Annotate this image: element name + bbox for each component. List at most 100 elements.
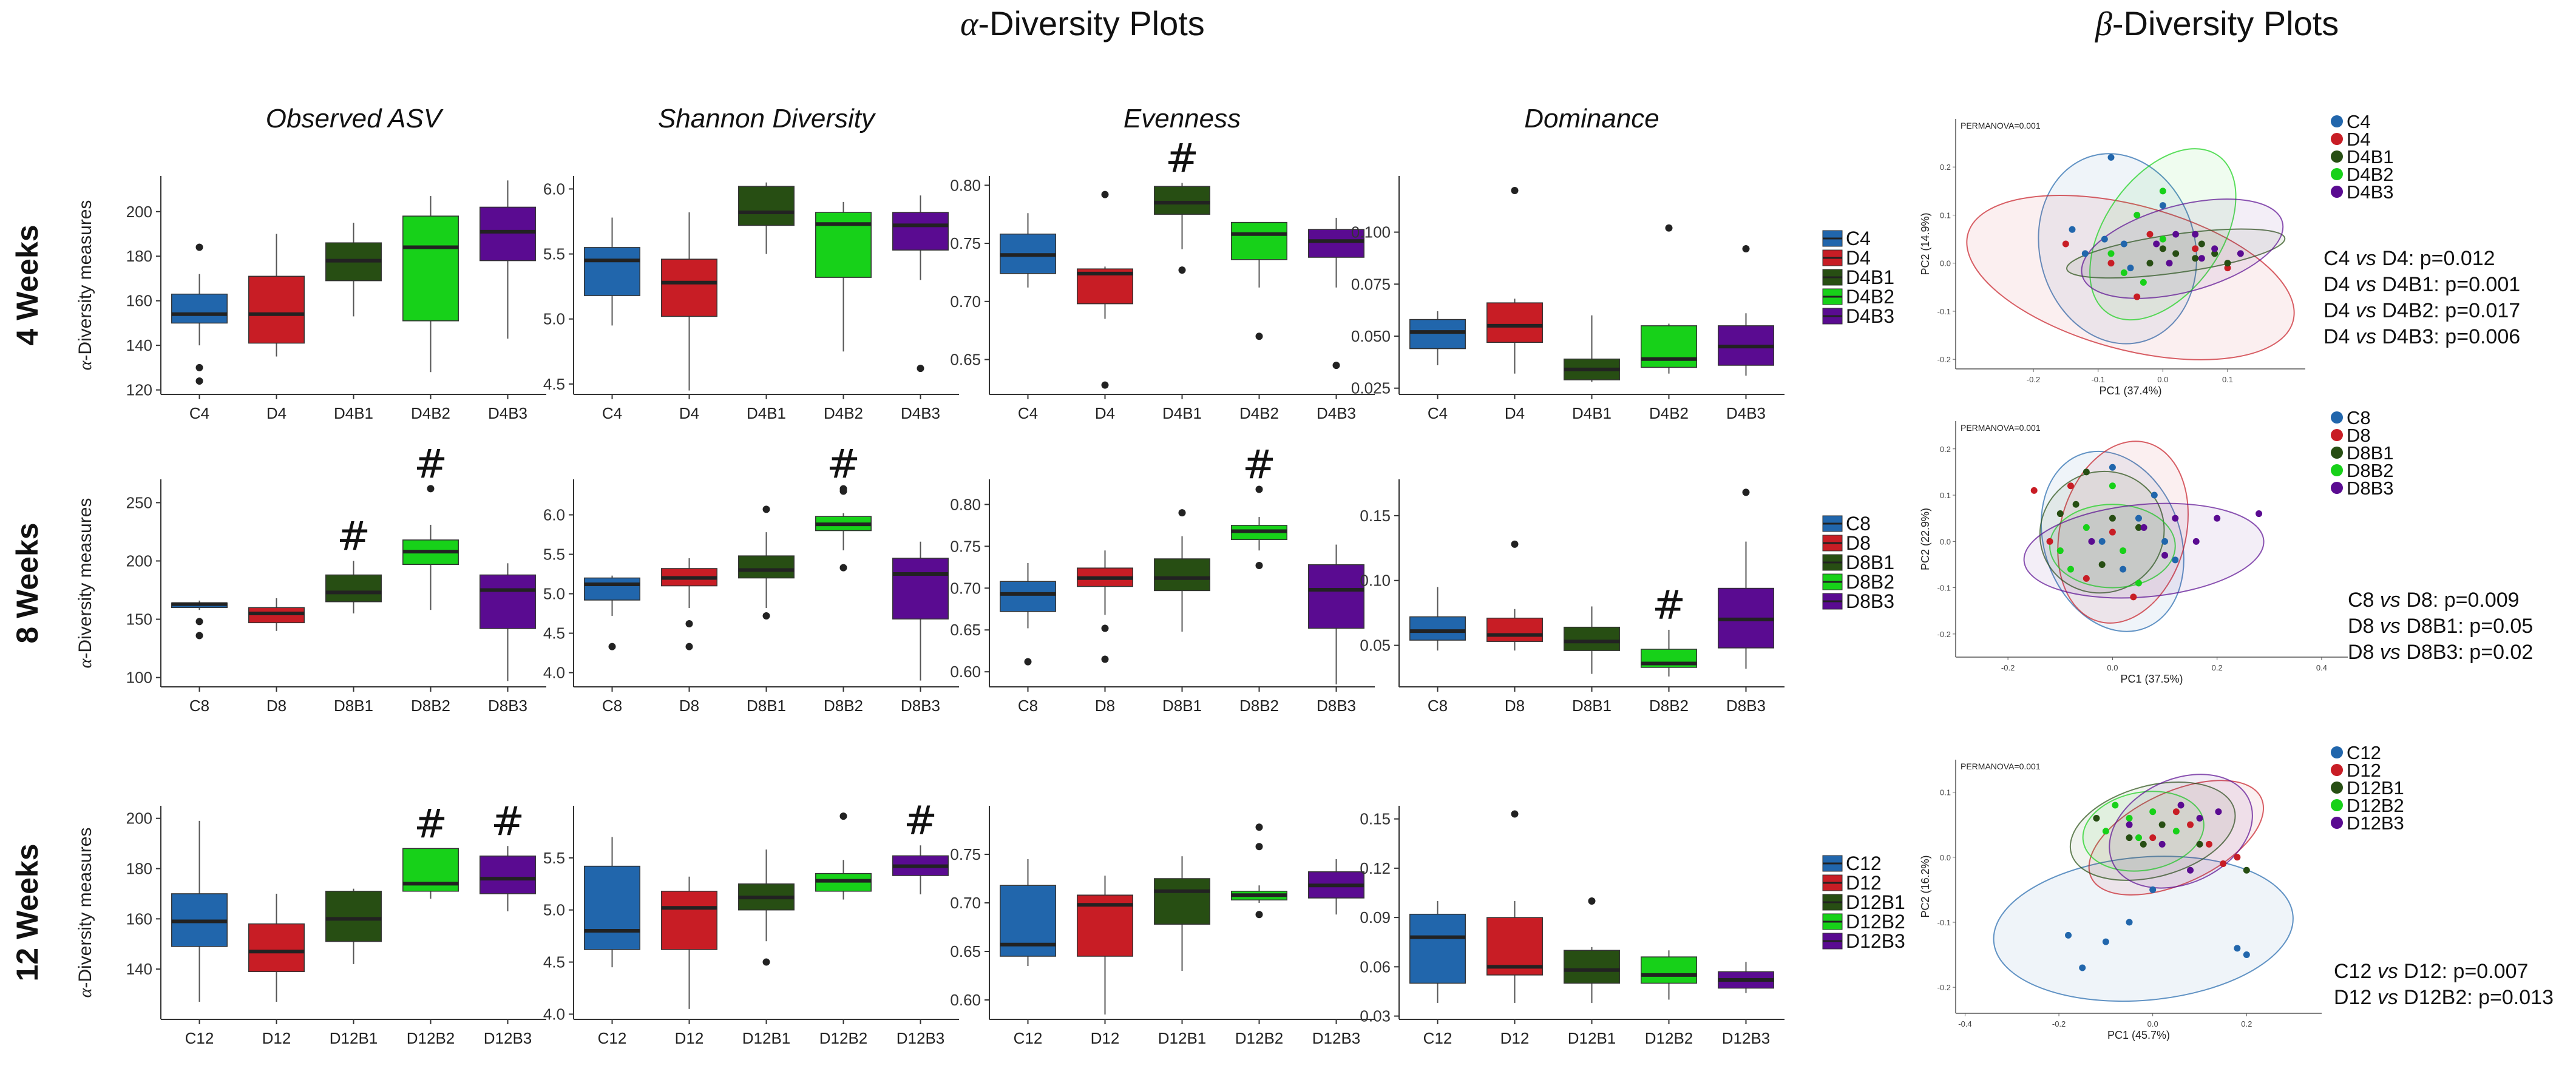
pcoa-legend-dot <box>2331 782 2343 794</box>
pcoa-y-tick-label: -0.1 <box>1937 307 1951 316</box>
pcoa-point <box>2069 226 2076 233</box>
stat-group-b: D12: p=0.007 <box>2398 960 2529 983</box>
stat-group-b: D8B3: p=0.02 <box>2401 641 2533 664</box>
box-D12B1 <box>325 891 382 942</box>
pcoa-x-label: PC1 (37.4%) <box>2099 385 2161 397</box>
box-D4 <box>1486 302 1543 343</box>
y-tick-label: 4.0 <box>543 1005 565 1023</box>
pcoa-point <box>2161 538 2169 545</box>
pcoa-point <box>2205 840 2212 848</box>
y-tick-label: 0.70 <box>950 579 981 597</box>
y-tick-label: 0.70 <box>950 894 981 912</box>
pcoa-y-tick-label: 0.1 <box>1940 491 1951 500</box>
pcoa-point <box>2192 231 2199 238</box>
pcoa-point <box>2161 552 2169 559</box>
pcoa-point <box>2065 931 2072 939</box>
outlier-point <box>917 365 924 373</box>
boxplot-panel: 0.05 0.10 0.15 C8 D8 D8B1 D8B2 D8B3 # <box>1360 479 1785 715</box>
pcoa-x-tick-label: -0.2 <box>2027 375 2040 384</box>
pcoa-point <box>2214 515 2221 522</box>
week-label: 8 Weeks <box>10 522 44 643</box>
significance-hash: # <box>337 513 370 559</box>
pcoa-point <box>2140 840 2147 848</box>
week-label-group: 4 Weeks <box>10 225 44 345</box>
x-tick-label: D8 <box>266 697 286 715</box>
pcoa-point <box>2256 510 2263 518</box>
pcoa-point <box>2126 919 2133 926</box>
pcoa-point <box>2088 538 2095 545</box>
y-tick-label: 5.5 <box>543 849 565 867</box>
outlier-point <box>762 612 770 620</box>
pcoa-x-tick-label: -0.2 <box>2001 663 2015 672</box>
x-tick-label: D8B1 <box>1162 697 1202 715</box>
outlier-point <box>1332 362 1340 370</box>
boxplot-panel: 120 140 160 180 200 C4 D4 D4B1 D4B2 D4B3 <box>126 176 546 422</box>
confidence-ellipse <box>1993 856 2294 1002</box>
box-C4 <box>1409 319 1466 349</box>
outlier-point <box>1101 655 1109 663</box>
pcoa-point <box>2135 834 2142 842</box>
y-tick-label: 4.5 <box>543 375 565 393</box>
x-tick-label: D8B1 <box>334 697 373 715</box>
pcoa-point <box>2198 255 2205 262</box>
x-tick-label: D12 <box>675 1029 704 1047</box>
outlier-point <box>1101 381 1109 389</box>
week-label-group: 8 Weeks <box>10 522 44 643</box>
pcoa-point <box>2120 269 2127 277</box>
pcoa-point <box>2107 250 2115 257</box>
boxplot-panel: 4.5 5.0 5.5 6.0 C4 D4 D4B1 D4B2 D4B3 <box>543 176 959 422</box>
pcoa-y-tick-label: -0.1 <box>1937 584 1951 593</box>
box-D4B2 <box>1231 221 1287 260</box>
box-D4B2 <box>815 212 872 278</box>
pairwise-stat: D4 vs D4B2: p=0.017 <box>2323 299 2520 322</box>
y-tick-label: 0.05 <box>1360 636 1391 655</box>
outlier-point <box>839 564 847 572</box>
x-tick-label: D8B3 <box>488 697 527 715</box>
significance-hash: # <box>414 441 447 487</box>
y-tick-label: 5.0 <box>543 310 565 328</box>
pairwise-stat: C4 vs D4: p=0.012 <box>2323 247 2495 270</box>
y-axis-title-group: α-Diversity measures <box>75 498 95 669</box>
pcoa-point <box>2062 240 2069 248</box>
pcoa-y-label-group: PC2 (14.9%) <box>1919 212 1931 275</box>
pcoa-y-label: PC2 (16.2%) <box>1919 855 1931 917</box>
pcoa-legend-dot <box>2331 447 2343 459</box>
y-tick-label: 200 <box>126 809 152 828</box>
x-tick-label: D4B3 <box>901 404 940 422</box>
y-axis-title: α-Diversity measures <box>75 498 95 669</box>
pcoa-point <box>2120 240 2127 248</box>
pcoa-point <box>2149 808 2157 815</box>
y-tick-label: 5.5 <box>543 545 565 564</box>
pcoa-y-tick-label: -0.2 <box>1937 983 1951 992</box>
y-tick-label: 4.5 <box>543 953 565 971</box>
significance-hash: # <box>491 798 524 845</box>
pcoa-point <box>2166 260 2173 267</box>
pcoa-x-label: PC1 (45.7%) <box>2107 1029 2170 1041</box>
box-D8B1 <box>738 555 795 579</box>
y-tick-label: 5.5 <box>543 245 565 263</box>
x-tick-label: D8B3 <box>901 697 940 715</box>
y-axis-title-text: -Diversity measures <box>75 498 95 659</box>
outlier-point <box>195 243 203 251</box>
y-tick-label: 0.03 <box>1360 1007 1391 1025</box>
outlier-point <box>1255 823 1263 831</box>
outlier-point <box>1742 488 1750 496</box>
box-D12B1 <box>1154 878 1210 925</box>
box-D4B3 <box>480 206 536 262</box>
pcoa-x-tick-label: 0.0 <box>2147 1019 2158 1028</box>
y-tick-label: 4.5 <box>543 624 565 643</box>
x-tick-label: C12 <box>1014 1029 1043 1047</box>
pcoa-legend-label: C4 <box>2347 111 2371 132</box>
pcoa-point <box>2102 938 2109 945</box>
y-tick-label: 0.15 <box>1360 507 1391 525</box>
pcoa-legend-label: D12B2 <box>2347 795 2404 816</box>
pcoa-legend-label: D8B2 <box>2347 460 2394 481</box>
box-D12 <box>661 891 717 950</box>
pcoa-point <box>2220 860 2227 867</box>
box-D8B1 <box>1154 558 1210 592</box>
pcoa-point <box>2211 245 2218 252</box>
metric-title: Shannon Diversity <box>658 104 876 133</box>
pcoa-point <box>2192 255 2199 262</box>
y-tick-label: 6.0 <box>543 506 565 524</box>
pcoa-point <box>2046 538 2053 545</box>
